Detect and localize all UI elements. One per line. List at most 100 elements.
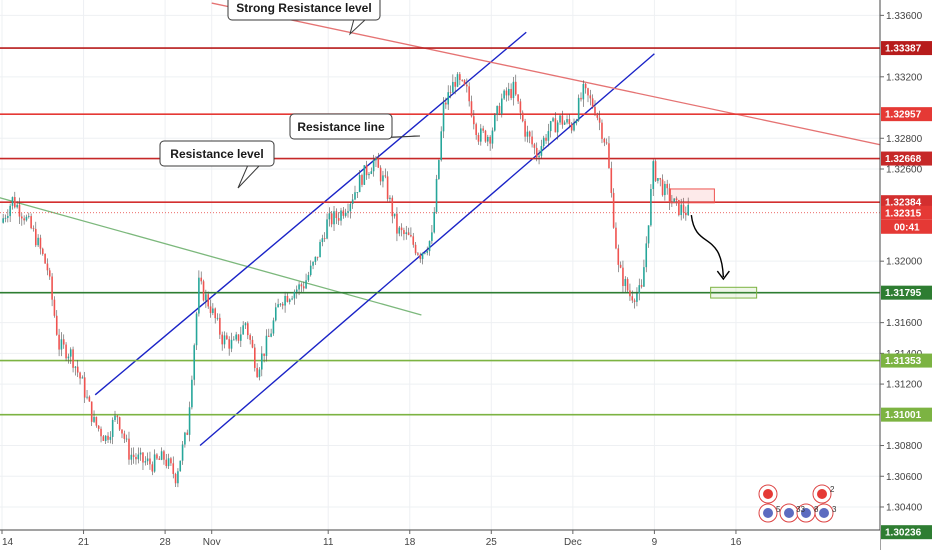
- candle-down: [619, 264, 622, 268]
- candle-up: [382, 175, 384, 182]
- candle-up: [421, 253, 424, 260]
- candle-up: [260, 353, 263, 370]
- candle-down: [524, 121, 526, 137]
- candle-down: [454, 81, 456, 87]
- candle-down: [580, 97, 582, 100]
- candle-up: [198, 277, 200, 314]
- candle-down: [596, 114, 599, 118]
- candle-down: [461, 79, 463, 81]
- candle-up: [195, 313, 198, 346]
- candle-down: [221, 334, 223, 345]
- candle-down: [300, 284, 303, 287]
- candle-down: [682, 204, 685, 213]
- candle-up: [307, 275, 310, 281]
- candle-down: [202, 281, 205, 301]
- event-badge-ca-2-flag-icon: [817, 489, 827, 499]
- candle-up: [480, 128, 482, 142]
- candle-up: [86, 396, 88, 398]
- candle-up: [11, 197, 14, 206]
- candle-down: [598, 117, 601, 123]
- candle-up: [344, 212, 347, 216]
- candle-down: [615, 227, 617, 249]
- candle-down: [123, 433, 126, 439]
- grid: [0, 0, 880, 530]
- price-tick-label: 1.30800: [886, 441, 923, 452]
- candle-down: [263, 353, 265, 356]
- candle-up: [356, 192, 359, 193]
- candle-down: [466, 84, 468, 87]
- candle-up: [295, 289, 298, 292]
- candle-down: [554, 118, 557, 133]
- candle-down: [535, 147, 538, 158]
- time-tick-label: 11: [323, 537, 334, 548]
- level-tag-1-label: 1.32957: [885, 110, 922, 121]
- candle-up: [25, 216, 28, 221]
- candle-down: [186, 432, 189, 435]
- price-axis[interactable]: 1.33600 1.33200 1.32800 1.32600 1.32000 1.316…: [879, 0, 932, 550]
- candle-down: [603, 138, 606, 143]
- candle-up: [435, 178, 438, 212]
- candle-down: [377, 158, 380, 168]
- candle-down: [584, 83, 587, 89]
- forecast-arrowhead: [716, 270, 730, 281]
- candle-down: [459, 74, 461, 80]
- candle-up: [363, 165, 366, 185]
- candle-down: [76, 366, 79, 373]
- candle-up: [552, 118, 554, 122]
- candle-up: [647, 225, 650, 244]
- trendlines: [0, 2, 923, 447]
- candle-down: [519, 101, 522, 113]
- candle-down: [654, 161, 657, 181]
- candle-down: [79, 372, 81, 379]
- candle-up: [563, 122, 566, 125]
- candle-down: [608, 143, 610, 169]
- candle-down: [228, 339, 230, 349]
- candle-down: [587, 88, 589, 96]
- candle-down: [412, 236, 415, 245]
- candle-up: [233, 339, 235, 341]
- candle-down: [83, 377, 86, 398]
- level-tag-2-label: 1.32668: [885, 154, 922, 165]
- level-tag-0-label: 1.33387: [885, 44, 922, 55]
- candle-down: [18, 204, 21, 217]
- time-axis[interactable]: 14 21 28 Nov 11 18 25 Dec 9 16: [0, 529, 880, 550]
- candle-down: [200, 277, 203, 282]
- candle-up: [179, 460, 182, 472]
- channel-upper-line: [94, 31, 527, 396]
- level-tag-4-bg: [881, 285, 932, 300]
- candle-up: [321, 238, 324, 243]
- target-zone-box: [710, 286, 758, 299]
- candle-up: [265, 335, 268, 356]
- candle-up: [540, 146, 543, 156]
- candle-up: [538, 155, 540, 158]
- resistance-level-callout-text: Resistance level: [170, 147, 263, 161]
- candle-up: [638, 285, 641, 294]
- candle-up: [312, 261, 314, 266]
- candle-up: [507, 88, 510, 96]
- candle-down: [44, 253, 46, 264]
- candle-down: [629, 290, 631, 297]
- candle-down: [128, 438, 130, 460]
- candle-up: [191, 379, 193, 408]
- candle-up: [7, 216, 9, 218]
- candle-up: [447, 92, 449, 105]
- countdown-label: 00:41: [894, 222, 920, 233]
- candle-up: [177, 471, 179, 484]
- candle-up: [333, 211, 335, 225]
- time-tick-label: 9: [652, 537, 658, 548]
- candle-down: [249, 335, 251, 340]
- candle-up: [496, 106, 498, 115]
- candle-down: [251, 339, 254, 348]
- candle-up: [442, 102, 445, 132]
- time-tick-label: 28: [160, 537, 172, 548]
- candle-down: [414, 244, 417, 254]
- candle-up: [16, 204, 18, 208]
- candle-down: [21, 216, 23, 219]
- candle-down: [58, 334, 60, 350]
- candle-up: [664, 183, 666, 196]
- candle-down: [622, 267, 624, 287]
- candle-down: [605, 142, 608, 144]
- candle-down: [396, 213, 398, 234]
